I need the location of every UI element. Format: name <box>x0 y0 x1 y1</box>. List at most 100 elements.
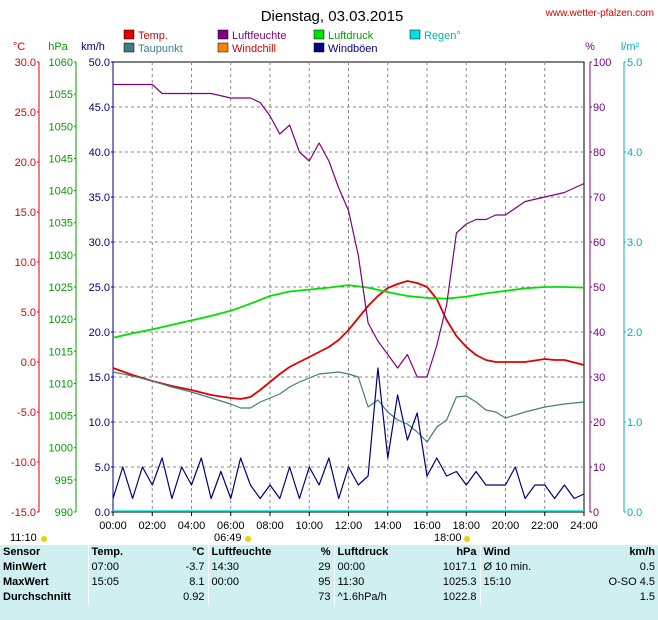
pressure-tick-label: 1025 <box>49 282 73 294</box>
wind-axis-label: km/h <box>81 41 105 53</box>
pressure-tick-label: 990 <box>55 507 73 519</box>
stats-header-sensor: Sensor <box>3 546 41 558</box>
legend-swatch <box>313 29 325 40</box>
stats-hum-time <box>207 590 278 605</box>
grid <box>112 61 585 513</box>
chart-title: Dienstag, 03.03.2015 <box>261 8 404 25</box>
stats-pres-value: 1022.8 <box>442 591 477 603</box>
stats-wind-value: O-SO 4.5 <box>608 576 655 588</box>
temp-tick-label: -10.0 <box>11 457 36 469</box>
legend-label: Temp. <box>138 30 168 42</box>
wind-tick-label: 30.0 <box>89 237 110 249</box>
sunset-icon <box>464 536 470 542</box>
x-tick-label: 08:00 <box>256 520 284 532</box>
stats-wind-time: 15:10 <box>479 575 542 590</box>
humidity-tick-label: 0 <box>593 507 599 519</box>
stats-row-min: MinWert 07:00 -3.7 14:30 29 00:00 1017.1… <box>0 560 658 575</box>
legend-swatch <box>409 29 421 40</box>
stats-row-label: MaxWert <box>3 576 49 588</box>
pressure-tick-label: 1010 <box>49 378 73 390</box>
stats-wind-time: Ø 10 min. <box>479 560 542 575</box>
stats-hum-value: 73 <box>318 591 331 603</box>
stats-header-temp-unit: °C <box>192 546 205 558</box>
stats-wind-time <box>479 590 542 605</box>
series-line-windb-en <box>112 367 585 500</box>
temp-tick-label: 0.0 <box>21 357 36 369</box>
humidity-tick-label: 100 <box>593 57 611 69</box>
legend-label: Windchill <box>232 43 276 55</box>
stats-temp-time <box>87 590 146 605</box>
legend-label: Taupunkt <box>138 43 183 55</box>
wind-tick-label: 10.0 <box>89 417 110 429</box>
x-tick-label: 02:00 <box>138 520 166 532</box>
x-tick-label: 06:00 <box>217 520 245 532</box>
temp-tick-label: 25.0 <box>15 107 36 119</box>
humidity-tick-label: 50 <box>593 282 605 294</box>
rain-tick-label: 5.0 <box>627 57 642 69</box>
x-tick-label: 22:00 <box>531 520 559 532</box>
x-tick-label: 24:00 <box>570 520 598 532</box>
temp-tick-label: -15.0 <box>11 507 36 519</box>
wind-tick-label: 25.0 <box>89 282 110 294</box>
stats-pres-time: 00:00 <box>333 560 398 575</box>
pressure-tick-label: 1055 <box>49 89 73 101</box>
series-line-luftdruck <box>112 284 585 339</box>
stats-row-avg: Durchschnitt 0.92 73 ^1.6hPa/h 1022.8 1.… <box>0 590 658 605</box>
legend-swatch <box>217 42 229 53</box>
stats-temp-value: -3.7 <box>185 561 205 573</box>
legend-swatch <box>123 29 135 40</box>
pressure-tick-label: 1005 <box>49 411 73 423</box>
pressure-tick-label: 995 <box>55 475 73 487</box>
stats-temp-value: 0.92 <box>183 591 205 603</box>
humidity-axis-label: % <box>585 41 595 53</box>
wind-tick-label: 20.0 <box>89 327 110 339</box>
stats-hum-time: 14:30 <box>207 560 278 575</box>
rain-tick-label: 4.0 <box>627 147 642 159</box>
pressure-tick-label: 1040 <box>49 186 73 198</box>
legend-swatch <box>313 42 325 53</box>
wind-tick-label: 35.0 <box>89 192 110 204</box>
pressure-tick-label: 1060 <box>49 57 73 69</box>
legend: Temp. Luftfeuchte Luftdruck Regen° Taupunkt W… <box>123 29 461 55</box>
stats-header-wind-unit: km/h <box>629 546 655 558</box>
humidity-tick-label: 60 <box>593 237 605 249</box>
wind-tick-label: 0.0 <box>95 507 110 519</box>
x-tick-label: 00:00 <box>99 520 127 532</box>
wind-tick-label: 45.0 <box>89 102 110 114</box>
stats-header-row: Sensor Temp. °C Luftfeuchte % Luftdruck … <box>0 545 658 560</box>
wind-tick-label: 40.0 <box>89 147 110 159</box>
axes: 30.0 25.0 20.0 15.0 10.0 5.0 0.0 -5.0 -10.0 -15.0… <box>11 57 642 532</box>
sun-left-icon <box>41 536 47 542</box>
series-lines <box>112 83 585 512</box>
wind-tick-label: 5.0 <box>95 462 110 474</box>
temp-tick-label: 10.0 <box>15 257 36 269</box>
series-line-luftfeuchte <box>113 83 585 378</box>
stats-row-max: MaxWert 15:05 8.1 00:00 95 11:30 1025.3 … <box>0 575 658 590</box>
stats-temp-time: 15:05 <box>87 575 146 590</box>
legend-label: Luftfeuchte <box>232 30 286 42</box>
humidity-tick-label: 90 <box>593 102 605 114</box>
stats-pres-value: 1025.3 <box>442 576 477 588</box>
x-tick-label: 10:00 <box>295 520 323 532</box>
legend-swatch <box>217 29 229 40</box>
stats-temp-value: 8.1 <box>189 576 205 588</box>
weather-chart: Dienstag, 03.03.2015 www.wetter-pfalzen.… <box>11 8 654 532</box>
sun-left-label: 11:10 <box>10 532 37 544</box>
sunrise-icon <box>245 536 251 542</box>
series-line-taupunkt <box>112 371 585 443</box>
rain-tick-label: 3.0 <box>627 237 642 249</box>
x-tick-label: 18:00 <box>452 520 480 532</box>
pressure-tick-label: 1050 <box>49 121 73 133</box>
stats-header-pres: Luftdruck <box>333 545 398 560</box>
temp-tick-label: -5.0 <box>17 407 36 419</box>
pressure-tick-label: 1030 <box>49 250 73 262</box>
pressure-tick-label: 1045 <box>49 153 73 165</box>
stats-row-label: Durchschnitt <box>3 591 71 603</box>
stats-hum-value: 29 <box>318 561 331 573</box>
stats-header-hum-unit: % <box>320 546 331 558</box>
wind-tick-label: 15.0 <box>89 372 110 384</box>
stats-table: Sensor Temp. °C Luftfeuchte % Luftdruck … <box>0 545 658 620</box>
x-tick-label: 16:00 <box>413 520 441 532</box>
x-tick-label: 20:00 <box>492 520 520 532</box>
stats-row-label: MinWert <box>3 561 47 573</box>
